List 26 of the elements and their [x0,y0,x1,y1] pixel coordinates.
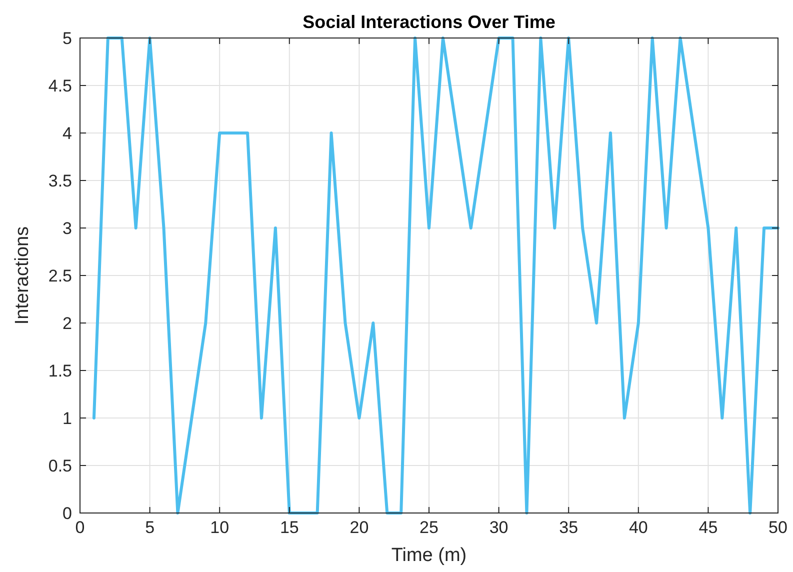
y-tick-label: 4 [62,124,72,143]
y-tick-label: 4.5 [48,76,72,96]
y-tick-label: 2.5 [48,266,72,286]
x-tick-label: 30 [489,518,508,537]
x-tick-label: 10 [210,518,230,537]
line-series [92,36,780,514]
y-tick-label: 0 [62,504,72,523]
x-tick-label: 45 [698,518,718,537]
y-tick-label: 5 [62,29,72,48]
y-tick-label: 1 [62,409,72,428]
y-tick-label: 0.5 [48,456,72,476]
x-tick-label: 35 [559,518,578,537]
x-axis-title: Time (m) [391,545,467,566]
y-tick-label: 3.5 [48,172,72,190]
y-tick-label: 1.5 [48,362,72,380]
x-tick-label: 40 [628,518,648,537]
x-tick-label: 0 [75,518,85,537]
x-tick-label: 20 [350,518,369,537]
x-tick-label: 50 [768,518,788,537]
chart-title: Social Interactions Over Time [302,12,556,32]
y-tick-label: 3 [62,219,72,238]
y-tick-label: 2 [62,314,72,333]
x-tick-label: 5 [145,518,155,537]
y-axis-title: Interactions [12,226,33,325]
x-tick-label: 15 [280,518,299,537]
x-tick-label: 25 [420,518,438,537]
